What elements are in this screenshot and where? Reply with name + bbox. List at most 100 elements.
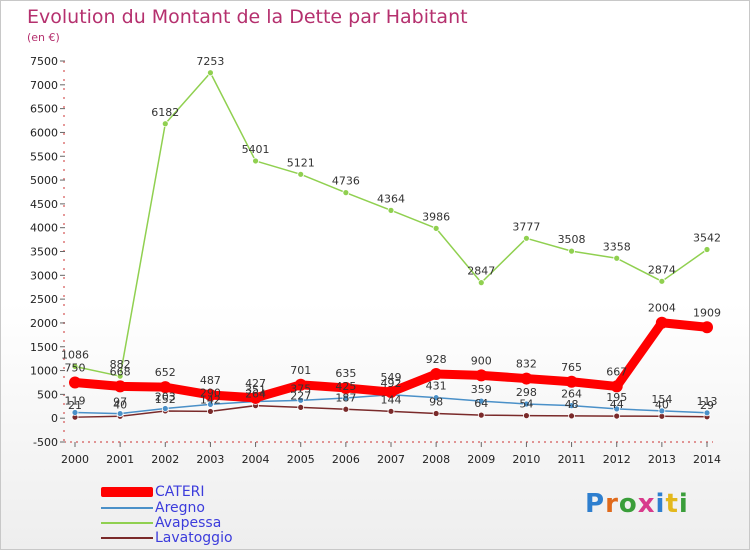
y-tick-label: 5500	[30, 150, 58, 163]
data-label-avapessa: 2847	[467, 265, 495, 278]
data-label-avapessa: 3777	[512, 220, 540, 233]
data-label-aregno: 113	[697, 395, 718, 408]
data-point-cateri	[430, 367, 443, 380]
data-label-lavatoggio: 144	[381, 393, 402, 406]
data-label-avapessa: 4736	[332, 175, 360, 188]
x-tick-label: 2005	[287, 453, 315, 466]
data-label-avapessa: 4364	[377, 192, 405, 205]
data-point-avapessa	[703, 246, 711, 253]
data-point-cateri	[610, 380, 623, 393]
data-point-lavatoggio	[477, 411, 485, 419]
x-tick-label: 2012	[603, 453, 631, 466]
legend-item-cateri: CATERI	[101, 484, 301, 501]
x-tick-label: 2000	[61, 453, 89, 466]
y-tick-label: 0	[51, 412, 58, 425]
logo-letter: x	[637, 489, 656, 519]
data-label-avapessa: 2874	[648, 263, 676, 276]
data-label-avapessa: 3986	[422, 210, 450, 223]
logo-letter: r	[605, 489, 619, 519]
legend-item-aregno: Aregno	[101, 500, 301, 517]
legend-item-avapessa: Avapessa	[101, 515, 301, 532]
data-label-avapessa: 6182	[151, 106, 179, 119]
y-tick-label: 7500	[30, 55, 58, 68]
data-point-lavatoggio	[342, 405, 350, 413]
y-tick-label: 1500	[30, 341, 58, 354]
data-label-aregno: 195	[606, 391, 627, 404]
logo-letter: t	[665, 489, 679, 519]
data-point-avapessa	[387, 206, 395, 214]
data-point-aregno	[342, 394, 350, 402]
data-point-avapessa	[477, 279, 485, 286]
data-point-lavatoggio	[432, 410, 440, 417]
y-tick-label: 3500	[30, 246, 58, 259]
data-label-cateri: 750	[65, 361, 86, 374]
data-point-aregno	[71, 409, 79, 416]
data-label-aregno: 375	[290, 382, 311, 395]
data-label-aregno: 203	[155, 391, 176, 404]
legend-label-lavatoggio: Lavatoggio	[155, 530, 233, 546]
data-point-aregno	[297, 396, 305, 404]
y-tick-label: 5000	[30, 174, 58, 187]
data-label-lavatoggio: 40	[655, 398, 669, 411]
data-point-aregno	[568, 402, 575, 410]
data-point-cateri	[69, 376, 81, 389]
data-point-lavatoggio	[613, 412, 621, 420]
legend-label-aregno: Aregno	[155, 500, 205, 516]
data-label-aregno: 351	[245, 383, 266, 396]
data-label-aregno: 431	[426, 380, 447, 393]
data-point-avapessa	[342, 189, 350, 197]
data-label-lavatoggio: 54	[519, 398, 533, 411]
x-tick-label: 2002	[151, 453, 179, 466]
data-label-avapessa: 5121	[287, 156, 315, 169]
data-point-cateri	[565, 375, 578, 388]
data-label-avapessa: 1086	[61, 348, 89, 361]
data-label-aregno: 359	[471, 383, 492, 396]
data-label-cateri: 928	[426, 353, 447, 366]
y-tick-label: 1000	[30, 365, 58, 378]
data-label-cateri: 765	[561, 361, 582, 374]
data-label-cateri: 549	[381, 371, 402, 384]
data-label-lavatoggio: 40	[113, 398, 127, 411]
data-label-avapessa: 3508	[558, 233, 586, 246]
data-point-aregno	[207, 400, 214, 408]
x-tick-label: 2010	[512, 453, 540, 466]
proxiti-logo: Proxiti	[585, 489, 689, 519]
data-point-avapessa	[252, 157, 259, 165]
data-point-cateri	[249, 391, 262, 404]
legend-swatch-avapessa	[101, 522, 153, 524]
data-label-aregno: 264	[561, 388, 582, 401]
data-label-lavatoggio: 264	[245, 388, 266, 401]
data-point-avapessa	[658, 277, 666, 285]
logo-letter: i	[678, 489, 689, 519]
data-label-aregno: 119	[65, 395, 86, 408]
data-label-lavatoggio: 142	[200, 393, 221, 406]
legend-item-lavatoggio: Lavatoggio	[101, 530, 301, 547]
legend-label-avapessa: Avapessa	[155, 515, 222, 531]
x-tick-label: 2007	[377, 453, 405, 466]
data-label-aregno: 154	[651, 393, 672, 406]
data-point-cateri	[701, 321, 713, 334]
y-tick-label: 6500	[30, 103, 58, 116]
data-label-aregno: 290	[200, 386, 221, 399]
data-point-cateri	[385, 386, 397, 399]
data-label-aregno: 97	[113, 396, 127, 409]
legend-swatch-cateri	[101, 487, 153, 497]
y-tick-label: 500	[37, 388, 58, 401]
data-label-lavatoggio: 187	[335, 391, 356, 404]
data-point-avapessa	[116, 372, 124, 380]
x-tick-label: 2008	[422, 453, 450, 466]
data-point-avapessa	[613, 254, 621, 262]
x-tick-label: 2011	[558, 453, 586, 466]
series-lines	[69, 69, 713, 421]
data-point-aregno	[613, 405, 621, 413]
data-point-avapessa	[207, 69, 214, 77]
data-label-avapessa: 882	[110, 358, 131, 371]
y-tick-label: 6000	[30, 126, 58, 139]
data-point-cateri	[204, 388, 217, 401]
data-label-cateri: 701	[290, 364, 311, 377]
data-label-lavatoggio: 29	[700, 399, 714, 412]
data-point-avapessa	[71, 363, 79, 370]
y-tick-label: -500	[33, 436, 58, 449]
data-point-aregno	[432, 394, 440, 402]
